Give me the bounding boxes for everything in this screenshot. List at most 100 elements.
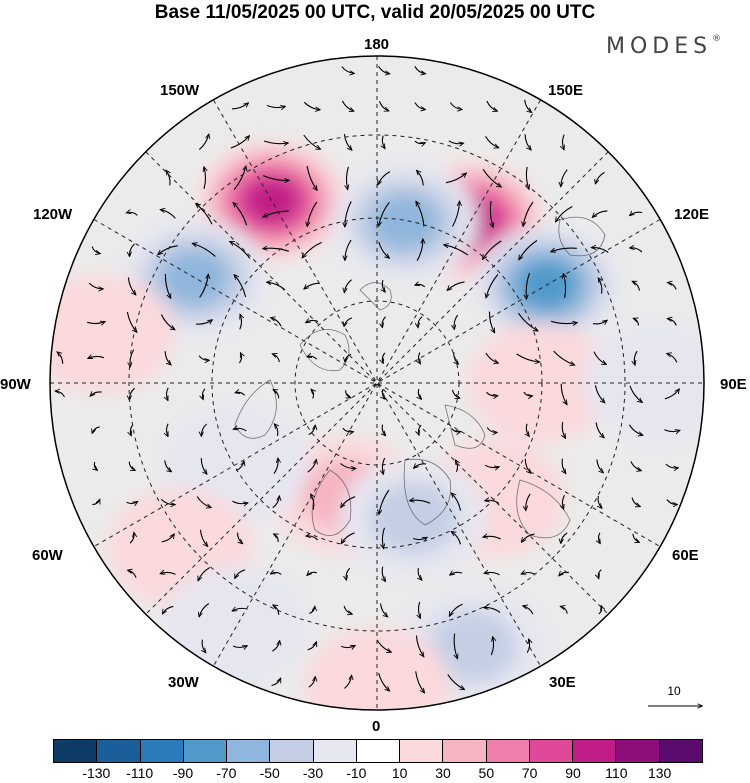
anomaly-contour [428,610,518,683]
colorbar-cell [616,740,660,762]
wind-arrow [410,500,431,504]
wind-arrow [456,460,458,473]
colorbar-cell [313,740,357,762]
wind-arrow [263,210,289,217]
wind-arrow [164,460,171,471]
wind-arrow [341,646,355,648]
wind-arrow [486,427,497,433]
wind-arrow [452,532,462,545]
wind-arrow [634,319,639,326]
wind-arrow [562,421,565,438]
wind-arrow [485,352,498,363]
wind-arrow [127,277,135,294]
lon-label-150w: 150W [160,82,200,99]
wind-arrow [594,385,604,402]
wind-arrow [303,101,319,109]
wind-arrow [164,273,170,298]
reference-vector-value: 10 [667,684,681,698]
wind-arrow [382,388,384,399]
wind-arrow [519,240,538,260]
wind-arrow [562,494,565,509]
colorbar-tick-label: -130 [82,765,111,781]
colorbar-tick-label: -70 [216,765,237,781]
wind-arrow [551,247,577,252]
wind-arrow [560,383,567,405]
wind-arrow [418,352,420,364]
wind-arrow [161,572,176,575]
wind-arrow [263,248,290,252]
wind-arrow [415,671,425,692]
wind-arrow [524,134,531,150]
wind-arrow [346,567,351,580]
colorbar-tick-label: 10 [391,765,408,781]
wind-arrow [382,280,385,292]
wind-arrow [345,201,352,226]
wind-arrow [632,533,639,542]
anomaly-contour [303,627,451,710]
reference-vector: 10 [646,684,706,720]
wind-arrow [486,391,498,396]
wind-arrow [307,356,318,360]
wind-arrow [596,459,603,473]
wind-arrow [345,239,352,260]
wind-arrow [598,569,602,579]
wind-arrow [272,496,280,509]
colorbar-tick-label: 50 [478,765,495,781]
graticule [50,56,704,710]
wind-arrow [273,354,280,363]
wind-arrow [378,241,389,258]
wind-arrow [488,311,494,333]
colorbar-cell [443,740,487,762]
wind-arrow [526,423,529,436]
wind-arrow [204,167,206,189]
wind-arrow [202,639,205,653]
wind-arrow [308,425,315,436]
wind-arrow [201,423,207,436]
wind-arrow [129,243,135,256]
wind-arrow [342,532,355,543]
wind-arrow [272,641,279,652]
wind-arrow [160,314,174,330]
wind-arrow [308,677,315,688]
wind-arrow [92,500,99,505]
wind-arrow [263,140,288,144]
wind-arrow [378,673,390,691]
wind-arrow [304,282,320,289]
wind-arrow [523,391,532,396]
wind-arrow [451,428,461,431]
anomaly-contour [583,323,704,443]
wind-arrow [306,165,317,190]
wind-arrow [561,532,568,543]
wind-arrow [414,66,425,73]
wind-arrow [550,320,577,323]
wind-arrow [266,104,285,108]
wind-arrow [344,676,352,689]
wind-arrow [593,320,607,323]
wind-arrow [380,603,388,616]
wind-arrow [307,642,317,651]
wind-arrow [526,166,529,189]
wind-arrow [414,140,425,143]
wind-arrow [233,203,248,226]
anomaly-contour [244,178,300,224]
wind-arrow [160,498,174,504]
wind-arrow [198,355,209,361]
wind-arrow [164,351,171,364]
colorbar-tick-label: -50 [259,765,280,781]
lon-label-180: 180 [364,36,390,53]
colorbar-cell [573,740,617,762]
wind-arrow [230,242,251,259]
wind-arrow [448,281,465,290]
wind-arrow [598,532,600,544]
wind-arrow [526,493,531,510]
chart-title: Base 11/05/2025 00 UTC, valid 20/05/2025… [154,2,596,23]
wind-arrow [382,566,385,581]
wind-arrow [666,499,677,505]
wind-arrow [484,464,499,467]
wind-arrow [450,603,463,616]
wind-arrow [233,166,246,190]
wind-arrow [271,572,282,575]
colorbar-cell [140,740,184,762]
wind-arrow [343,134,351,150]
wind-arrow [596,171,605,183]
